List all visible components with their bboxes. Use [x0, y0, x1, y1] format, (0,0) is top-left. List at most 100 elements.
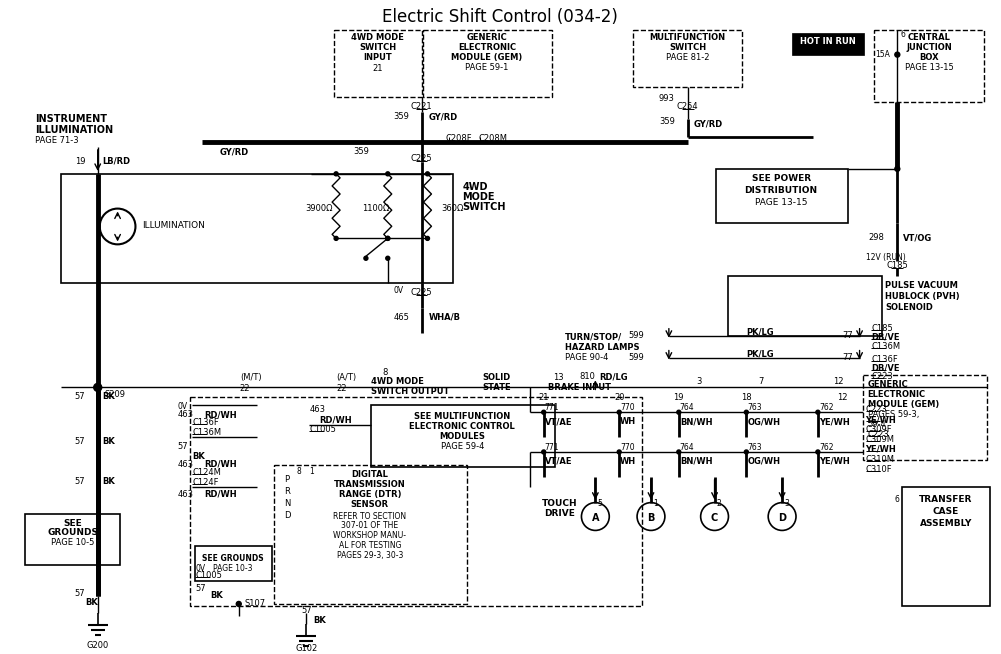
Text: B: B	[648, 513, 655, 523]
Text: 771: 771	[545, 443, 560, 452]
Circle shape	[895, 52, 900, 57]
Text: 463: 463	[177, 490, 193, 499]
Text: 8: 8	[382, 368, 388, 377]
Text: 3900Ω: 3900Ω	[305, 203, 333, 213]
Text: 20: 20	[614, 393, 625, 402]
Text: 810: 810	[580, 373, 596, 381]
Text: INPUT: INPUT	[363, 52, 392, 61]
Text: RD/WH: RD/WH	[204, 410, 236, 419]
Text: P: P	[284, 475, 289, 484]
Text: D: D	[284, 511, 291, 519]
Circle shape	[385, 256, 389, 260]
Text: REFER TO SECTION: REFER TO SECTION	[333, 511, 406, 521]
Text: INSTRUMENT: INSTRUMENT	[35, 114, 107, 124]
Text: BOX: BOX	[919, 52, 939, 61]
Text: C185: C185	[887, 261, 908, 270]
Text: 463: 463	[309, 405, 325, 414]
Text: 4WD MODE: 4WD MODE	[351, 33, 404, 42]
Text: 763: 763	[748, 404, 762, 412]
Bar	[863, 375, 987, 460]
Text: A: A	[592, 513, 600, 523]
Text: PAGE 90-4: PAGE 90-4	[565, 353, 608, 362]
Circle shape	[895, 166, 900, 171]
Text: ELECTRONIC: ELECTRONIC	[458, 43, 517, 52]
Text: 0V: 0V	[195, 564, 205, 573]
Text: 59-4: 59-4	[868, 420, 886, 429]
Text: 463: 463	[177, 460, 193, 469]
Circle shape	[385, 236, 389, 241]
Text: YE/WH: YE/WH	[819, 457, 850, 466]
Text: 764: 764	[680, 404, 695, 412]
Circle shape	[816, 410, 820, 414]
Text: 3: 3	[784, 498, 789, 508]
Text: C225: C225	[410, 154, 432, 163]
Text: C309F: C309F	[866, 425, 892, 434]
Text: MODULES: MODULES	[439, 432, 485, 441]
Text: RD/WH: RD/WH	[204, 490, 236, 499]
Circle shape	[618, 410, 622, 414]
Text: 4WD: 4WD	[462, 182, 487, 192]
Text: PAGE 13-15: PAGE 13-15	[905, 63, 954, 71]
Text: PULSE VACUUM: PULSE VACUUM	[886, 281, 958, 290]
Text: C: C	[711, 513, 718, 523]
Text: C221: C221	[410, 102, 432, 111]
Text: 22: 22	[240, 385, 250, 394]
Text: D: D	[778, 513, 786, 523]
Text: 19: 19	[75, 157, 85, 166]
Text: DISTRIBUTION: DISTRIBUTION	[745, 186, 818, 195]
Text: 770: 770	[621, 404, 635, 412]
Text: RD/LG: RD/LG	[600, 373, 628, 381]
Text: BRAKE INPUT: BRAKE INPUT	[548, 383, 611, 392]
Text: C223: C223	[872, 373, 893, 381]
Text: 465: 465	[393, 313, 409, 322]
Text: 5: 5	[598, 498, 603, 508]
Text: C310F: C310F	[866, 465, 892, 474]
Text: C225: C225	[410, 288, 432, 297]
Text: PAGE 10-3: PAGE 10-3	[213, 564, 252, 573]
Text: 463: 463	[177, 410, 193, 419]
Text: 359: 359	[353, 147, 369, 156]
Text: 15A: 15A	[876, 50, 890, 59]
Text: DB/VE: DB/VE	[872, 364, 900, 373]
Text: R: R	[284, 487, 290, 496]
Bar	[61, 174, 453, 283]
Text: 7: 7	[759, 377, 764, 387]
Text: CASE: CASE	[933, 507, 959, 515]
Text: 1: 1	[309, 467, 314, 476]
Text: WH: WH	[621, 457, 637, 466]
Bar	[792, 33, 864, 55]
Circle shape	[542, 450, 546, 454]
Text: PK/LG: PK/LG	[747, 350, 774, 358]
Text: 1100Ω: 1100Ω	[362, 203, 389, 213]
Text: 57: 57	[75, 392, 85, 402]
Circle shape	[364, 256, 368, 260]
Text: SOLID: SOLID	[482, 373, 511, 383]
Circle shape	[745, 410, 749, 414]
Text: PAGES 59-3,: PAGES 59-3,	[868, 410, 919, 419]
Bar	[875, 30, 984, 102]
Text: BN/WH: BN/WH	[680, 457, 713, 466]
Text: 762: 762	[819, 443, 834, 452]
Text: 359: 359	[393, 112, 409, 121]
Text: DB/VE: DB/VE	[872, 333, 900, 342]
Text: C1005: C1005	[195, 571, 222, 580]
Text: C223: C223	[868, 430, 889, 439]
Text: 360Ω: 360Ω	[441, 203, 463, 213]
Text: VT/AE: VT/AE	[545, 417, 573, 426]
Text: TRANSMISSION: TRANSMISSION	[334, 480, 405, 489]
Text: TOUCH: TOUCH	[542, 498, 578, 508]
Text: SEE MULTIFUNCTION: SEE MULTIFUNCTION	[414, 412, 511, 421]
Text: YE/WH: YE/WH	[866, 415, 896, 424]
Text: BK: BK	[313, 616, 326, 625]
Text: HUBLOCK (PVH): HUBLOCK (PVH)	[886, 292, 960, 301]
Text: BK: BK	[103, 392, 115, 402]
Text: SWITCH OUTPUT: SWITCH OUTPUT	[371, 387, 449, 396]
Text: 6: 6	[900, 30, 905, 39]
Text: ASSEMBLY: ASSEMBLY	[920, 519, 972, 528]
Text: PAGE 59-1: PAGE 59-1	[465, 63, 509, 71]
Bar	[729, 276, 883, 336]
Text: PAGE 10-5: PAGE 10-5	[51, 538, 94, 547]
Text: PAGE 13-15: PAGE 13-15	[755, 198, 808, 207]
Text: 763: 763	[748, 443, 762, 452]
Text: SOLENOID: SOLENOID	[886, 303, 933, 312]
